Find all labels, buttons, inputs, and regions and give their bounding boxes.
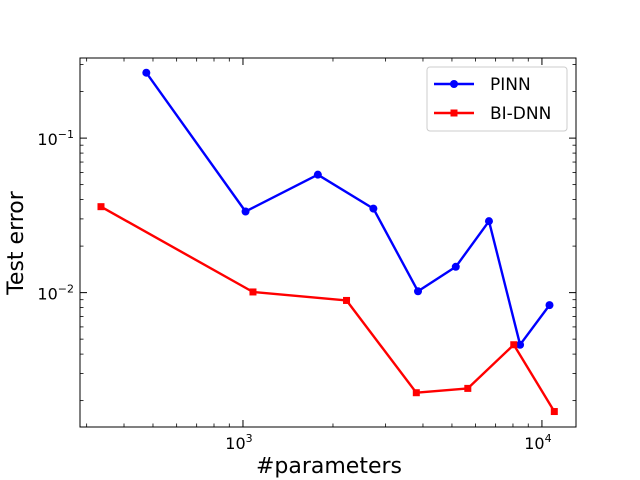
minor-ticks bbox=[80, 58, 576, 427]
data-point-pinn bbox=[142, 68, 151, 77]
y-tick-label: 10−2 bbox=[37, 283, 74, 304]
x-axis-label: #parameters bbox=[256, 454, 402, 479]
data-point-pinn bbox=[313, 170, 322, 179]
data-point-pinn bbox=[451, 262, 460, 271]
data-point-bi-dnn bbox=[343, 296, 351, 304]
legend-label-pinn: PINN bbox=[490, 75, 531, 95]
data-point-bi-dnn bbox=[464, 384, 472, 392]
data-point-pinn bbox=[484, 217, 493, 226]
data-point-pinn bbox=[369, 204, 378, 213]
y-axis-label: Test error bbox=[4, 190, 29, 296]
data-point-bi-dnn bbox=[550, 408, 558, 416]
y-tick-label: 10−1 bbox=[37, 128, 74, 149]
x-tick-label: 103 bbox=[225, 432, 252, 453]
data-point-pinn bbox=[516, 340, 525, 349]
plot-frame bbox=[79, 57, 577, 428]
data-point-pinn bbox=[545, 301, 554, 310]
legend: PINN BI-DNN bbox=[426, 66, 568, 132]
legend-marker-bi-dnn bbox=[450, 109, 458, 117]
series-layer bbox=[97, 68, 558, 416]
data-point-bi-dnn bbox=[249, 288, 257, 296]
major-ticks: 103 104 10−1 10−2 bbox=[37, 58, 576, 453]
data-point-bi-dnn bbox=[412, 389, 420, 397]
data-point-pinn bbox=[414, 287, 423, 296]
data-point-bi-dnn bbox=[510, 341, 518, 349]
legend-marker-pinn bbox=[450, 80, 458, 88]
x-tick-label: 104 bbox=[524, 432, 551, 453]
legend-label-bi-dnn: BI-DNN bbox=[490, 104, 551, 124]
data-point-pinn bbox=[241, 207, 250, 216]
data-point-bi-dnn bbox=[97, 203, 105, 211]
